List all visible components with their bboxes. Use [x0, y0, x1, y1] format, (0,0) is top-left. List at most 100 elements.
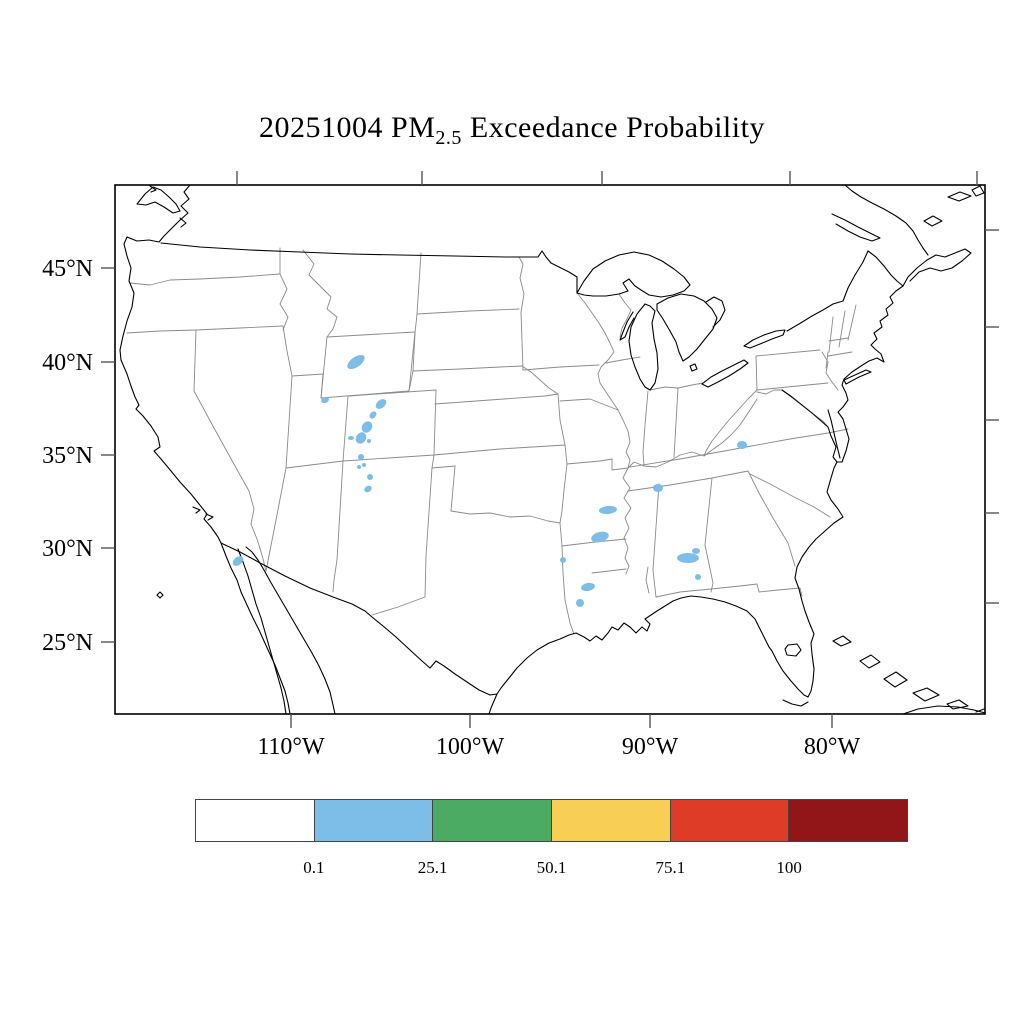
coastline-path	[160, 242, 578, 294]
colorbar-segment	[433, 799, 553, 842]
probability-patch	[232, 556, 244, 566]
state-border-line	[332, 460, 344, 593]
state-border-line	[518, 256, 525, 313]
coastline-path	[220, 542, 291, 714]
state-border-line	[416, 308, 520, 315]
probability-patch	[591, 531, 609, 543]
state-border-line	[828, 337, 849, 342]
state-border-line	[302, 249, 338, 338]
coastline-path	[827, 409, 841, 459]
probability-patch	[737, 441, 747, 449]
coastline-path	[859, 654, 881, 669]
coastline-path	[975, 708, 985, 713]
state-border-line	[193, 329, 267, 572]
colorbar-tick-label: 0.1	[303, 858, 325, 877]
probability-patch	[560, 557, 566, 563]
state-border-line	[821, 351, 839, 391]
coastline-path	[883, 671, 908, 688]
probability-patch	[347, 354, 365, 370]
probability-patch	[357, 465, 361, 469]
map-frame	[114, 184, 986, 715]
state-border-line	[755, 355, 758, 391]
coastline-path	[781, 389, 838, 463]
state-border-line	[756, 382, 829, 391]
coastline-path	[237, 548, 287, 714]
state-border-line	[756, 389, 783, 395]
probability-patch	[348, 436, 354, 440]
lat-tick-label: 35°N	[42, 443, 93, 469]
state-border-line	[645, 566, 650, 594]
coastline-path	[844, 185, 929, 256]
probability-patch	[361, 421, 373, 433]
state-border-line	[348, 389, 437, 397]
probability-patch	[599, 505, 617, 515]
state-border-line	[649, 382, 704, 391]
state-border-line	[434, 393, 559, 405]
state-border-line	[591, 568, 627, 574]
title-subscript: 2.5	[435, 127, 462, 149]
state-border-line	[320, 373, 324, 399]
state-border-line	[450, 465, 456, 512]
colorbar-segment	[670, 799, 790, 842]
state-border-line	[749, 473, 831, 518]
probability-patch	[581, 582, 595, 592]
coastline-path	[902, 705, 985, 714]
coastline-path	[488, 693, 498, 714]
colorbar-segment	[195, 799, 315, 842]
lat-tick-label: 30°N	[42, 536, 93, 562]
state-border-line	[433, 444, 566, 456]
coastline-path	[689, 363, 698, 372]
lon-tick-label: 80°W	[804, 734, 861, 760]
state-border-line	[559, 522, 575, 635]
state-border-line	[597, 351, 631, 469]
coastline-path	[784, 643, 802, 657]
lat-tick-label: 45°N	[42, 256, 93, 282]
state-border-line	[126, 325, 284, 334]
lon-tick-label: 100°W	[436, 734, 505, 760]
state-border-line	[424, 454, 435, 598]
lon-tick-label: 110°W	[257, 734, 325, 760]
state-border-line	[520, 311, 524, 371]
state-border-line	[408, 370, 414, 392]
state-border-line	[433, 389, 437, 456]
lat-tick-label: 25°N	[42, 630, 93, 656]
coastline-path	[971, 185, 985, 197]
coastline-path	[912, 687, 940, 702]
state-border-line	[627, 470, 749, 492]
coastline-path	[832, 635, 852, 647]
state-border-line	[557, 393, 568, 465]
probability-patch	[367, 439, 371, 443]
state-border-line	[629, 446, 747, 468]
state-border-line	[566, 458, 629, 471]
state-border-line	[559, 463, 568, 524]
probability-patch	[576, 599, 584, 607]
state-border-line	[576, 292, 615, 353]
state-border-line	[673, 387, 679, 458]
state-border-line	[622, 467, 632, 575]
coastline-path	[831, 213, 881, 242]
state-border-line	[559, 398, 619, 411]
coastline-path	[136, 186, 181, 214]
coastline-path	[782, 699, 809, 707]
state-border-line	[627, 451, 705, 469]
state-border-line	[747, 470, 796, 567]
colorbar-tick-label: 100	[776, 858, 802, 877]
coastline-path	[843, 369, 872, 385]
state-border-line	[282, 325, 293, 377]
probability-patch	[364, 485, 372, 493]
title-prefix: 20251004 PM	[259, 111, 436, 144]
coastline-path	[786, 250, 904, 332]
probability-patch	[677, 553, 699, 563]
lat-tick-label: 40°N	[42, 350, 93, 376]
probability-patch	[321, 396, 329, 404]
coastline-path	[619, 311, 635, 341]
coastline-path	[156, 591, 164, 599]
state-border-line	[431, 465, 456, 469]
colorbar-tick-label: 50.1	[536, 858, 567, 877]
state-border-line	[129, 273, 281, 286]
coastline-path	[245, 546, 336, 714]
state-border-line	[522, 364, 600, 371]
colorbar-segment	[789, 799, 909, 842]
